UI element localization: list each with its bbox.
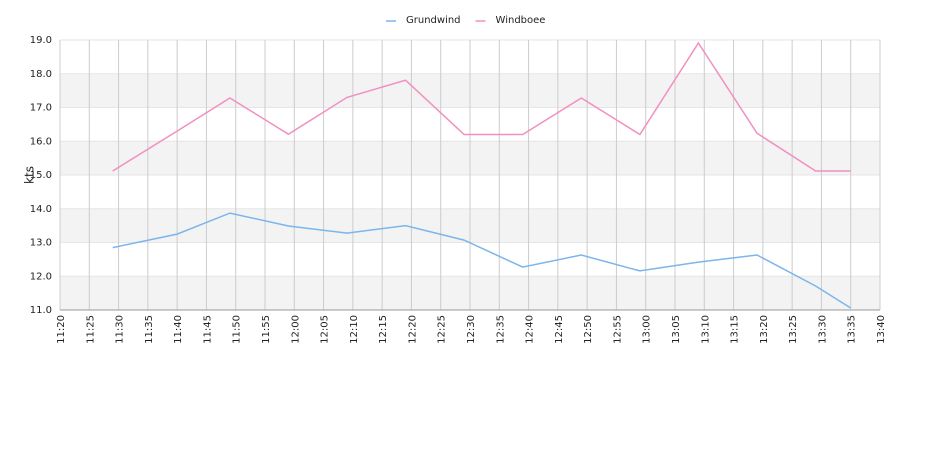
x-tick-label: 13:40 — [876, 315, 887, 344]
x-tick-label: 11:40 — [173, 315, 184, 344]
x-tick-label: 13:00 — [642, 315, 653, 344]
x-tick-label: 11:20 — [56, 315, 67, 344]
x-tick-label: 11:55 — [261, 315, 272, 344]
x-tick-label: 12:30 — [466, 315, 477, 344]
x-tick-label: 11:45 — [202, 315, 213, 344]
y-tick-label: 11.0 — [30, 305, 52, 316]
x-tick-label: 11:30 — [115, 315, 126, 344]
x-tick-label: 12:50 — [583, 315, 594, 344]
x-tick-label: 13:05 — [671, 315, 682, 344]
x-tick-label: 12:35 — [495, 315, 506, 344]
x-tick-label: 12:00 — [290, 315, 301, 344]
y-tick-label: 12.0 — [30, 271, 52, 282]
series-line — [112, 212, 852, 309]
x-tick-label: 12:10 — [349, 315, 360, 344]
legend-label: Windboee — [496, 15, 546, 26]
y-tick-label: 17.0 — [30, 103, 52, 114]
y-tick-label: 18.0 — [30, 69, 52, 80]
x-tick-label: 12:45 — [554, 315, 565, 344]
x-tick-label: 13:20 — [759, 315, 770, 344]
series-line — [112, 41, 851, 172]
x-tick-label: 13:15 — [730, 315, 741, 344]
x-tick-label: 13:25 — [788, 315, 799, 344]
x-tick-label: 12:40 — [525, 315, 536, 344]
x-tick-label: 13:10 — [700, 315, 711, 344]
y-axis-label: kts — [23, 166, 37, 184]
y-tick-label: 16.0 — [30, 136, 52, 147]
legend-label: Grundwind — [406, 15, 461, 26]
y-tick-label: 19.0 — [30, 35, 52, 46]
x-tick-label: 12:55 — [612, 315, 623, 344]
x-tick-label: 12:15 — [378, 315, 389, 344]
x-tick-label: 11:35 — [144, 315, 155, 344]
y-tick-label: 15.0 — [30, 170, 52, 181]
x-tick-label: 13:35 — [847, 315, 858, 344]
x-tick-label: 12:20 — [407, 315, 418, 344]
x-tick-label: 12:25 — [437, 315, 448, 344]
x-tick-label: 12:05 — [320, 315, 331, 344]
y-tick-label: 14.0 — [30, 204, 52, 215]
x-tick-label: 13:30 — [817, 315, 828, 344]
x-tick-label: 11:50 — [232, 315, 243, 344]
x-tick-label: 11:25 — [85, 315, 96, 344]
y-tick-label: 13.0 — [30, 238, 52, 249]
